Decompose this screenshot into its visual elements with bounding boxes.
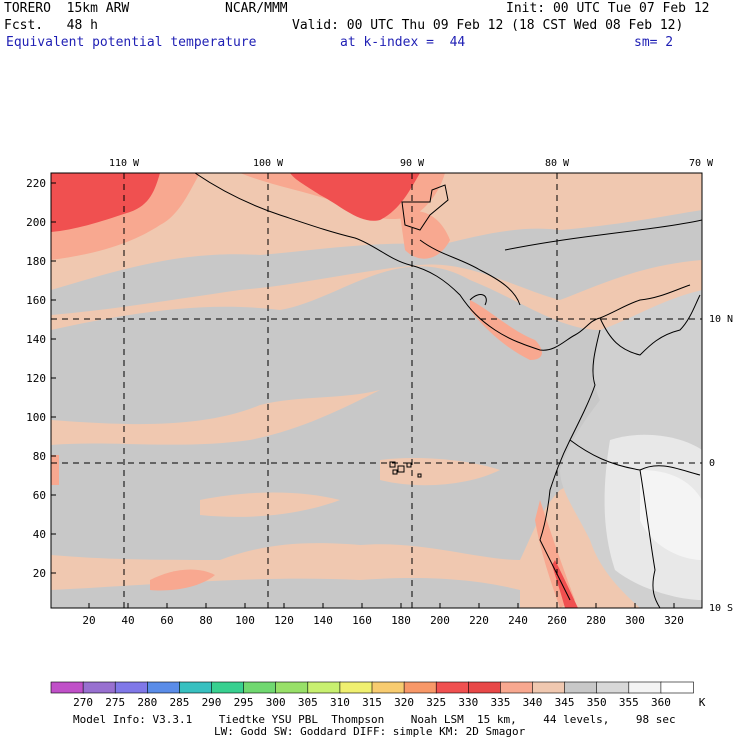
forecast-hour: Fcst. 48 h bbox=[4, 18, 98, 33]
colorbar-unit: K bbox=[699, 696, 706, 709]
level-info: at k-index = 44 bbox=[340, 35, 466, 50]
grid-y-label: 200 bbox=[26, 216, 46, 229]
colorbar-swatch bbox=[403, 681, 438, 694]
colorbar-label: 270 bbox=[73, 696, 93, 709]
colorbar-swatch bbox=[211, 681, 245, 694]
center-name: NCAR/MMM bbox=[225, 1, 288, 16]
colorbar-swatch bbox=[532, 681, 566, 694]
grid-x-label: 140 bbox=[313, 614, 333, 627]
lat-label-0: 0 bbox=[709, 458, 715, 469]
colorbar-swatch bbox=[147, 681, 181, 694]
grid-y-labels: 220 200 180 160 140 120 100 80 60 40 20 bbox=[26, 177, 46, 580]
grid-y-label: 20 bbox=[33, 567, 46, 580]
footer-model-info: Model Info: V3.3.1 Tiedtke YSU PBL Thomp… bbox=[73, 713, 676, 726]
lon-label-90w: 90 W bbox=[400, 158, 425, 169]
colorbar-label: 280 bbox=[137, 696, 157, 709]
grid-x-label: 80 bbox=[199, 614, 212, 627]
field-name: Equivalent potential temperature bbox=[6, 35, 257, 50]
grid-x-label: 240 bbox=[508, 614, 528, 627]
colorbar-label: 330 bbox=[458, 696, 478, 709]
lon-label-100w: 100 W bbox=[253, 158, 284, 169]
colorbar-swatch bbox=[371, 681, 405, 694]
colorbar-label: 345 bbox=[555, 696, 575, 709]
colorbar-swatch bbox=[628, 681, 662, 694]
valid-time: Valid: 00 UTC Thu 09 Feb 12 (18 CST Wed … bbox=[292, 18, 684, 33]
latlon-grid bbox=[51, 173, 702, 608]
lon-label-80w: 80 W bbox=[545, 158, 570, 169]
colorbar-labels: 270 275 280 285 290 295 300 305 310 315 320 325 330 3… bbox=[73, 696, 671, 709]
lat-labels: 10 N 0 10 S bbox=[709, 314, 733, 614]
colorbar bbox=[50, 681, 694, 694]
colorbar-label: 300 bbox=[266, 696, 286, 709]
grid-x-labels: 20 40 60 80 100 120 140 160 180 200 220 … bbox=[82, 614, 684, 627]
grid-x-label: 100 bbox=[235, 614, 255, 627]
lat-label-10n: 10 N bbox=[709, 314, 733, 325]
grid-y-label: 140 bbox=[26, 333, 46, 346]
grid-y-label: 40 bbox=[33, 528, 46, 541]
lon-labels: 110 W 100 W 90 W 80 W 70 W bbox=[109, 158, 714, 169]
grid-x-label: 260 bbox=[547, 614, 567, 627]
map-frame bbox=[50, 172, 703, 609]
map-field bbox=[51, 173, 702, 608]
grid-x-label: 300 bbox=[625, 614, 645, 627]
colorbar-label: 325 bbox=[426, 696, 446, 709]
colorbar-label: 355 bbox=[619, 696, 639, 709]
coastlines bbox=[194, 173, 702, 608]
grid-x-label: 20 bbox=[82, 614, 95, 627]
colorbar-swatch bbox=[307, 681, 341, 694]
colorbar-label: 320 bbox=[394, 696, 414, 709]
colorbar-label: 305 bbox=[298, 696, 318, 709]
colorbar-label: 360 bbox=[651, 696, 671, 709]
grid-x-label: 60 bbox=[160, 614, 173, 627]
grid-y-label: 60 bbox=[33, 489, 46, 502]
colorbar-swatch bbox=[114, 681, 149, 694]
colorbar-label: 290 bbox=[202, 696, 222, 709]
galapagos-islands bbox=[389, 461, 422, 478]
grid-y-label: 160 bbox=[26, 294, 46, 307]
colorbar-swatch bbox=[82, 681, 116, 694]
colorbar-label: 315 bbox=[362, 696, 382, 709]
grid-x-label: 200 bbox=[430, 614, 450, 627]
lon-label-70w: 70 W bbox=[689, 158, 714, 169]
colorbar-swatch bbox=[339, 681, 373, 694]
colorbar-swatch bbox=[50, 681, 84, 694]
colorbar-swatch bbox=[435, 681, 470, 694]
colorbar-label: 295 bbox=[234, 696, 254, 709]
colorbar-label: 335 bbox=[490, 696, 510, 709]
colorbar-label: 285 bbox=[169, 696, 189, 709]
colorbar-label: 310 bbox=[330, 696, 350, 709]
smoothing-info: sm= 2 bbox=[634, 35, 674, 50]
grid-y-label: 100 bbox=[26, 411, 46, 424]
grid-x-label: 40 bbox=[121, 614, 134, 627]
colorbar-swatch bbox=[243, 681, 277, 694]
grid-y-label: 180 bbox=[26, 255, 46, 268]
colorbar-swatch bbox=[660, 681, 694, 694]
footer-physics-info: LW: Godd SW: Goddard DIFF: simple KM: 2D… bbox=[214, 725, 526, 738]
lat-label-10s: 10 S bbox=[709, 603, 733, 614]
colorbar-swatch bbox=[596, 681, 630, 694]
grid-y-label: 120 bbox=[26, 372, 46, 385]
grid-x-label: 120 bbox=[274, 614, 294, 627]
grid-x-label: 280 bbox=[586, 614, 606, 627]
grid-x-label: 320 bbox=[664, 614, 684, 627]
grid-x-label: 180 bbox=[391, 614, 411, 627]
colorbar-label: 340 bbox=[523, 696, 543, 709]
lon-label-110w: 110 W bbox=[109, 158, 140, 169]
colorbar-label: 350 bbox=[587, 696, 607, 709]
grid-x-label: 220 bbox=[469, 614, 489, 627]
model-title: TORERO 15km ARW bbox=[4, 1, 130, 16]
colorbar-swatch bbox=[467, 681, 502, 694]
init-time: Init: 00 UTC Tue 07 Feb 12 bbox=[506, 1, 710, 16]
colorbar-swatch bbox=[564, 681, 598, 694]
grid-y-label: 220 bbox=[26, 177, 46, 190]
grid-x-label: 160 bbox=[352, 614, 372, 627]
axis-ticks bbox=[51, 182, 675, 608]
colorbar-swatch bbox=[179, 681, 213, 694]
colorbar-label: 275 bbox=[105, 696, 125, 709]
grid-y-label: 80 bbox=[33, 450, 46, 463]
colorbar-swatch bbox=[500, 681, 534, 694]
colorbar-swatch bbox=[275, 681, 309, 694]
